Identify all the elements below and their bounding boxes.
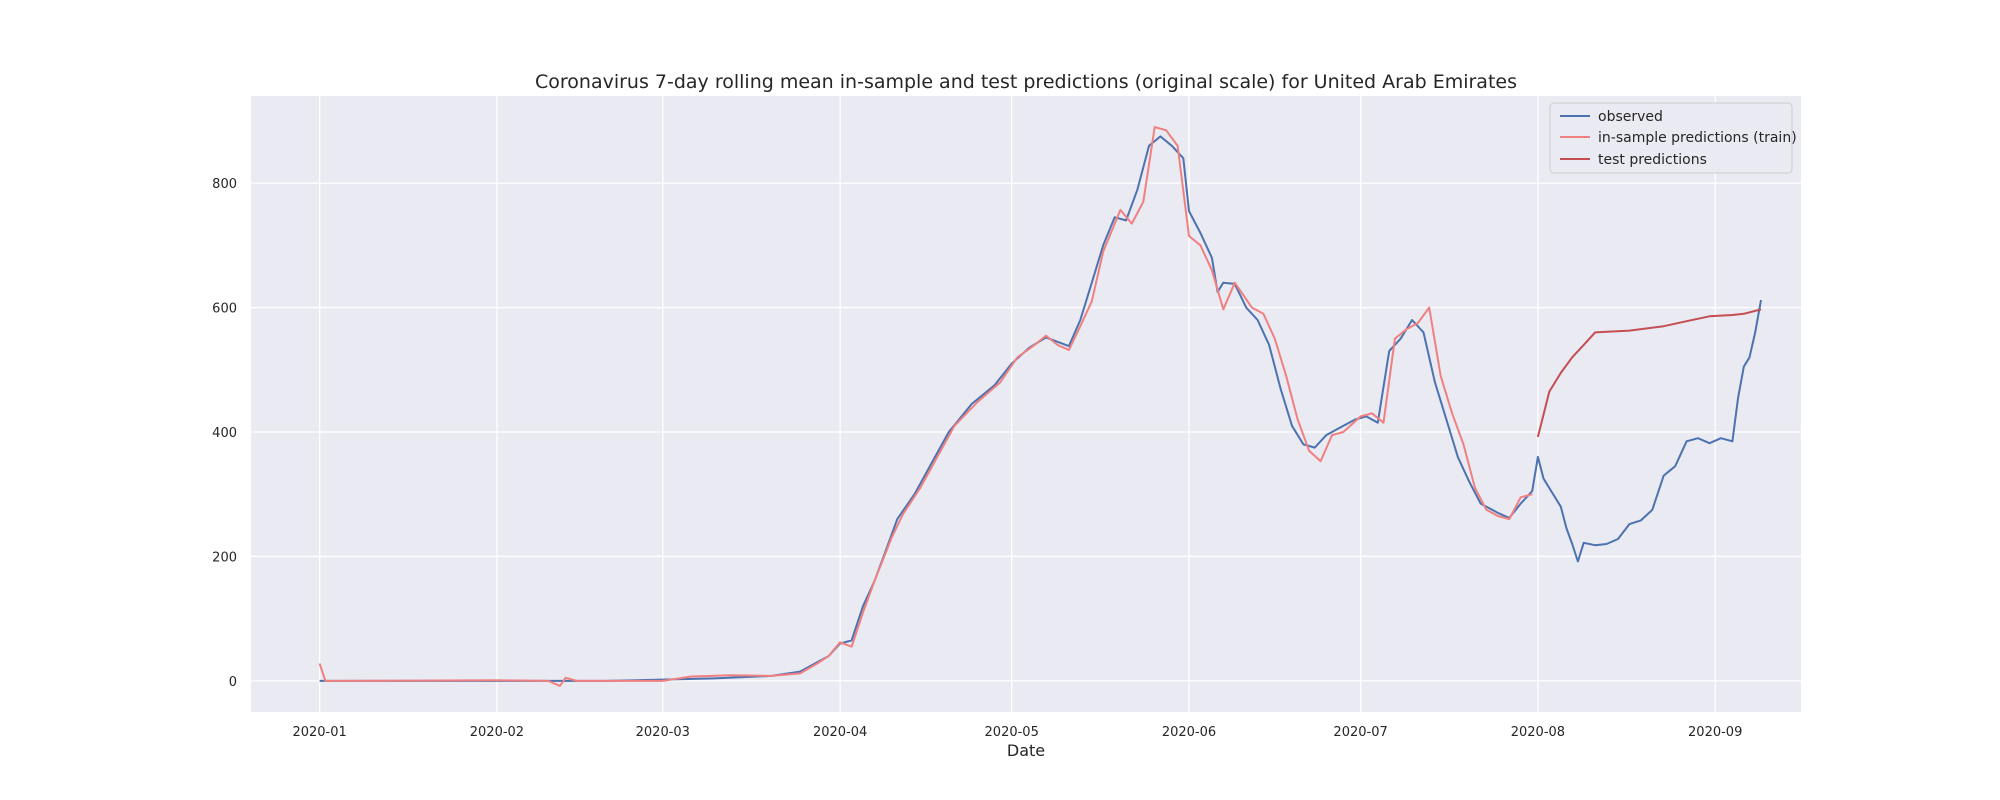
x-tick-label: 2020-04	[813, 725, 867, 740]
x-tick-label: 2020-09	[1688, 725, 1742, 740]
x-axis-label: Date	[1007, 741, 1045, 760]
y-tick-label: 0	[229, 675, 237, 690]
y-tick-label: 600	[212, 302, 237, 317]
legend-label-test-predictions: test predictions	[1598, 152, 1707, 168]
legend-label-in-sample: in-sample predictions (train)	[1598, 130, 1797, 146]
series-layer	[318, 126, 1762, 687]
test-predictions-line	[1536, 308, 1762, 438]
y-axis-ticks: 0 200 400 600 800	[212, 177, 237, 690]
observed-line	[319, 135, 1762, 682]
x-tick-label: 2020-06	[1162, 725, 1216, 740]
x-tick-label: 2020-05	[985, 725, 1039, 740]
x-tick-label: 2020-01	[292, 725, 346, 740]
x-tick-label: 2020-02	[470, 725, 524, 740]
legend-label-observed: observed	[1598, 109, 1663, 125]
x-tick-label: 2020-03	[636, 725, 690, 740]
y-tick-label: 400	[212, 426, 237, 441]
y-tick-label: 200	[212, 550, 237, 565]
grid	[251, 96, 1801, 712]
y-tick-label: 800	[212, 177, 237, 192]
legend: observed in-sample predictions (train) t…	[1549, 102, 1797, 174]
x-tick-label: 2020-08	[1511, 725, 1565, 740]
x-tick-label: 2020-07	[1333, 725, 1387, 740]
chart-title: Coronavirus 7-day rolling mean in-sample…	[535, 71, 1517, 93]
x-axis-ticks: 2020-01 2020-02 2020-03 2020-04 2020-05 2020-…	[292, 725, 1742, 740]
plot-area	[251, 96, 1801, 712]
in-sample-predictions-line	[318, 126, 1533, 687]
legend-box	[1549, 102, 1793, 174]
